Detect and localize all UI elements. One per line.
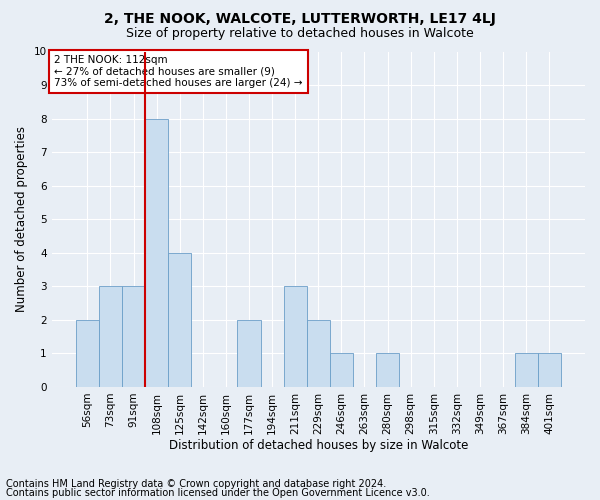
Bar <box>238 320 260 387</box>
Bar <box>330 354 353 387</box>
Bar <box>538 354 561 387</box>
Text: 2, THE NOOK, WALCOTE, LUTTERWORTH, LE17 4LJ: 2, THE NOOK, WALCOTE, LUTTERWORTH, LE17 … <box>104 12 496 26</box>
Y-axis label: Number of detached properties: Number of detached properties <box>15 126 28 312</box>
Bar <box>307 320 330 387</box>
Bar <box>376 354 399 387</box>
Text: Size of property relative to detached houses in Walcote: Size of property relative to detached ho… <box>126 28 474 40</box>
Bar <box>145 118 168 387</box>
Bar <box>284 286 307 387</box>
Bar <box>168 253 191 387</box>
Text: Contains HM Land Registry data © Crown copyright and database right 2024.: Contains HM Land Registry data © Crown c… <box>6 479 386 489</box>
X-axis label: Distribution of detached houses by size in Walcote: Distribution of detached houses by size … <box>169 440 468 452</box>
Bar <box>99 286 122 387</box>
Text: Contains public sector information licensed under the Open Government Licence v3: Contains public sector information licen… <box>6 488 430 498</box>
Bar <box>76 320 99 387</box>
Text: 2 THE NOOK: 112sqm
← 27% of detached houses are smaller (9)
73% of semi-detached: 2 THE NOOK: 112sqm ← 27% of detached hou… <box>54 55 303 88</box>
Bar <box>515 354 538 387</box>
Bar <box>122 286 145 387</box>
